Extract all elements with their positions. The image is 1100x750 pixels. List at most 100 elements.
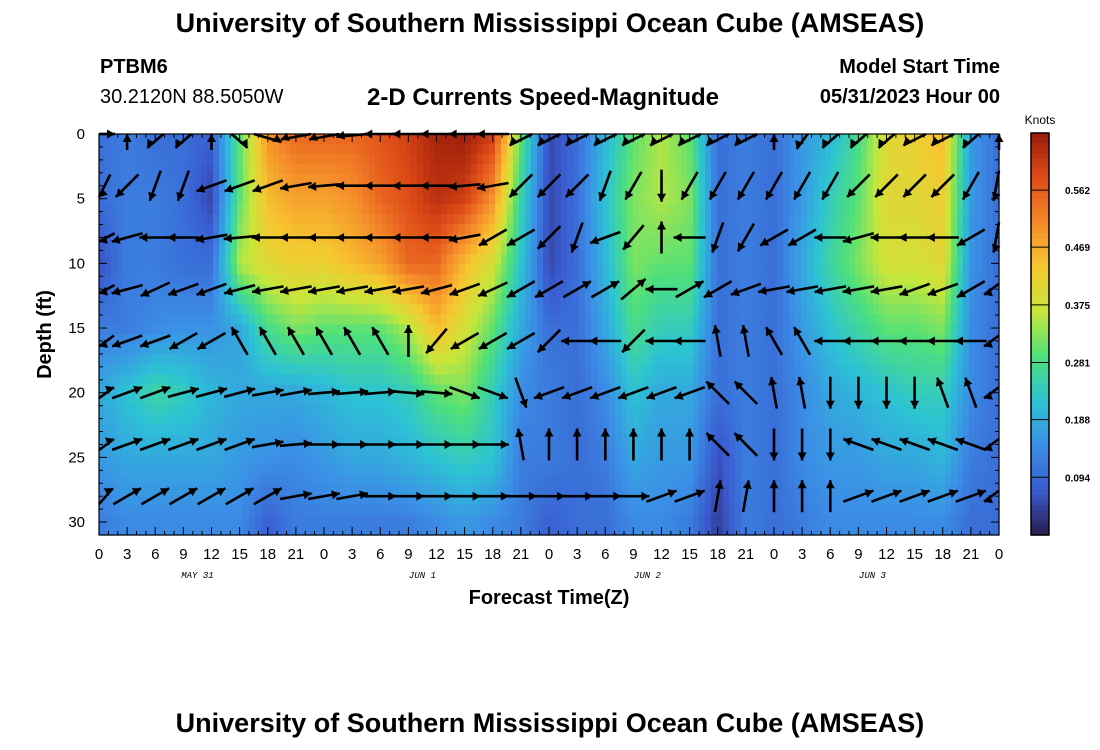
heatmap-cell [849, 454, 856, 466]
heatmap-cell [687, 364, 694, 376]
heatmap-cell [249, 294, 256, 306]
heatmap-cell [543, 164, 550, 175]
heatmap-cell [729, 284, 736, 296]
heatmap-cell [891, 374, 898, 386]
heatmap-cell [729, 244, 736, 255]
heatmap-cell [111, 314, 118, 326]
heatmap-cell [321, 324, 328, 336]
heatmap-cell [291, 464, 298, 476]
heatmap-cell [195, 194, 202, 205]
heatmap-cell [291, 184, 298, 195]
heatmap-cell [567, 454, 574, 466]
heatmap-cell [411, 454, 418, 466]
heatmap-cell [441, 234, 448, 245]
heatmap-cell [129, 314, 136, 326]
heatmap-cell [849, 134, 856, 145]
heatmap-cell [135, 204, 142, 215]
heatmap-cell [759, 354, 766, 366]
heatmap-cell [771, 294, 778, 306]
heatmap-cell [297, 414, 304, 426]
heatmap-cell [951, 374, 958, 386]
heatmap-cell [303, 364, 310, 376]
heatmap-cell [855, 404, 862, 416]
heatmap-cell [759, 254, 766, 265]
heatmap-cell [261, 444, 268, 456]
heatmap-cell [981, 284, 988, 296]
heatmap-cell [765, 144, 772, 155]
heatmap-cell [147, 284, 154, 296]
heatmap-cell [681, 174, 688, 185]
heatmap-cell [693, 174, 700, 185]
heatmap-cell [393, 264, 400, 275]
heatmap-cell [813, 424, 820, 436]
heatmap-cell [669, 454, 676, 466]
heatmap-cell [543, 254, 550, 265]
heatmap-cell [939, 414, 946, 426]
heatmap-cell [981, 304, 988, 316]
heatmap-cell [915, 144, 922, 155]
heatmap-cell [267, 324, 274, 336]
heatmap-cell [723, 234, 730, 245]
heatmap-cell [255, 244, 262, 255]
heatmap-cell [753, 174, 760, 185]
heatmap-cell [795, 314, 802, 326]
heatmap-cell [279, 224, 286, 235]
heatmap-cell [333, 194, 340, 205]
heatmap-cell [765, 184, 772, 195]
heatmap-cell [387, 334, 394, 346]
heatmap-cell [627, 144, 634, 155]
heatmap-cell [375, 194, 382, 205]
heatmap-cell [555, 234, 562, 245]
heatmap-cell [675, 384, 682, 396]
heatmap-cell [165, 334, 172, 346]
heatmap-cell [621, 214, 628, 225]
heatmap-cell [843, 184, 850, 195]
heatmap-cell [861, 284, 868, 296]
heatmap-cell [501, 134, 508, 145]
heatmap-cell [543, 294, 550, 306]
heatmap-cell [909, 264, 916, 275]
heatmap-cell [423, 254, 430, 265]
heatmap-cell [777, 194, 784, 205]
heatmap-cell [843, 144, 850, 155]
heatmap-cell [711, 134, 718, 145]
heatmap-cell [171, 374, 178, 386]
heatmap-cell [531, 414, 538, 426]
heatmap-cell [519, 224, 526, 235]
heatmap-cell [243, 164, 250, 175]
heatmap-cell [657, 254, 664, 265]
heatmap-cell [537, 424, 544, 436]
heatmap-cell [231, 374, 238, 386]
heatmap-cell [591, 304, 598, 316]
heatmap-cell [213, 394, 220, 406]
heatmap-cell [369, 194, 376, 205]
heatmap-cell [405, 364, 412, 376]
heatmap-cell [147, 344, 154, 356]
heatmap-cell [165, 464, 172, 476]
heatmap-cell [963, 344, 970, 356]
heatmap-cell [351, 234, 358, 245]
heatmap-cell [201, 294, 208, 306]
heatmap-cell [663, 134, 670, 145]
heatmap-cell [261, 234, 268, 245]
heatmap-cell [189, 214, 196, 225]
heatmap-cell [711, 274, 718, 285]
heatmap-cell [597, 204, 604, 215]
heatmap-cell [375, 374, 382, 386]
heatmap-cell [561, 344, 568, 356]
heatmap-cell [873, 344, 880, 356]
heatmap-cell [897, 364, 904, 376]
heatmap-cell [921, 134, 928, 145]
heatmap-cell [753, 284, 760, 296]
heatmap-cell [909, 294, 916, 306]
heatmap-cell [471, 294, 478, 306]
heatmap-cell [219, 414, 226, 426]
heatmap-cell [447, 434, 454, 446]
heatmap-cell [381, 434, 388, 446]
heatmap-cell [555, 244, 562, 255]
heatmap-cell [951, 344, 958, 356]
heatmap-cell [147, 234, 154, 245]
heatmap-cell [279, 284, 286, 296]
heatmap-cell [405, 314, 412, 326]
heatmap-cell [465, 284, 472, 296]
